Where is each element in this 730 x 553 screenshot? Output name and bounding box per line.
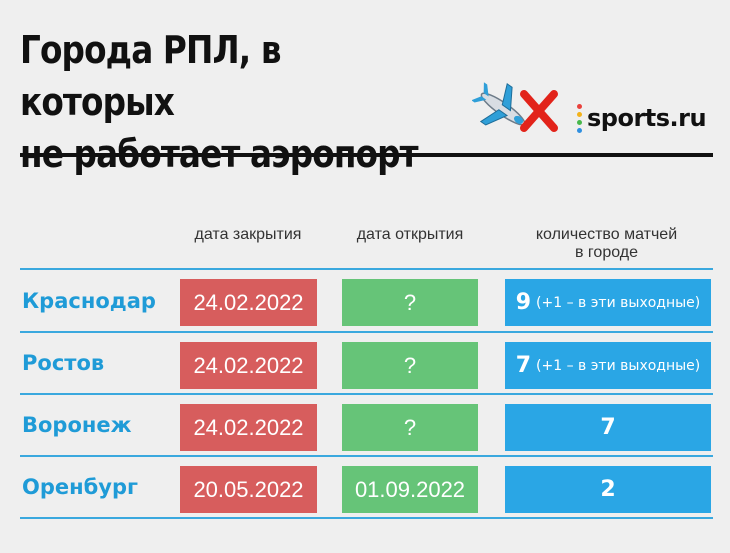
matches-count: 7	[515, 353, 532, 378]
city-label: Краснодар	[22, 289, 156, 313]
column-header-opening: дата открытия	[356, 226, 464, 243]
opening-date-cell: 01.09.2022	[342, 466, 478, 513]
matches-note: (+1 – в эти выходные)	[536, 357, 701, 374]
matches-cell: 7	[505, 404, 711, 451]
matches-note: (+1 – в эти выходные)	[536, 294, 701, 311]
cross-mark-icon	[520, 90, 558, 132]
matches-count: 2	[600, 477, 616, 502]
matches-cell: 2	[505, 466, 711, 513]
opening-date-cell: ?	[342, 279, 478, 326]
table-divider	[20, 331, 713, 333]
city-label: Ростов	[22, 351, 105, 375]
title-divider	[20, 153, 713, 157]
airplane-cross-icon	[472, 82, 558, 132]
closing-date-cell: 24.02.2022	[180, 279, 317, 326]
column-header-closing: дата закрытия	[194, 226, 302, 243]
city-label: Оренбург	[22, 475, 138, 499]
city-label: Воронеж	[22, 413, 132, 437]
title-line-1: Города РПЛ, в которых	[20, 28, 282, 124]
logo-dots-icon	[577, 103, 582, 133]
table-divider	[20, 455, 713, 457]
airplane-icon	[472, 82, 526, 126]
opening-date-cell: ?	[342, 404, 478, 451]
opening-date-cell: ?	[342, 342, 478, 389]
matches-cell: 9 (+1 – в эти выходные)	[505, 279, 711, 326]
sports-ru-logo: sports.ru	[577, 100, 707, 136]
matches-count: 9	[515, 290, 532, 315]
closing-date-cell: 20.05.2022	[180, 466, 317, 513]
logo-text: sports.ru	[587, 104, 707, 132]
table-divider	[20, 393, 713, 395]
table-divider	[20, 268, 713, 270]
matches-count: 7	[600, 415, 616, 440]
column-header-matches-line-2: в городе	[574, 244, 638, 261]
closing-date-cell: 24.02.2022	[180, 342, 317, 389]
column-header-matches: количество матчей в городе	[504, 226, 709, 262]
matches-cell: 7 (+1 – в эти выходные)	[505, 342, 711, 389]
column-header-matches-line-1: количество матчей	[535, 226, 678, 243]
closing-date-cell: 24.02.2022	[180, 404, 317, 451]
table-divider	[20, 517, 713, 519]
